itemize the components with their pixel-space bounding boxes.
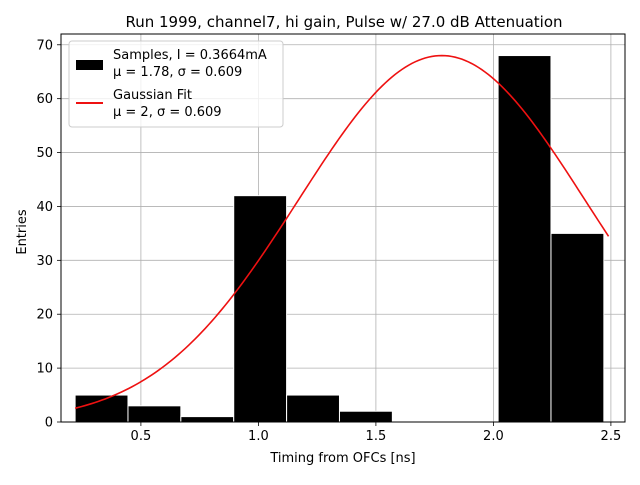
histogram-bar bbox=[550, 232, 605, 423]
y-tick-label: 40 bbox=[36, 200, 53, 215]
histogram-bar bbox=[74, 394, 129, 423]
legend-fit-stats: μ = 2, σ = 0.609 bbox=[113, 105, 222, 120]
histogram-bar bbox=[286, 394, 340, 423]
x-axis-ticks: 0.5 1.0 1.5 2.0 2.5 bbox=[131, 422, 622, 444]
histogram-bar bbox=[127, 405, 182, 423]
plot-frame bbox=[60, 33, 626, 423]
legend-fit-label: Gaussian Fit bbox=[113, 88, 192, 103]
y-tick-label: 0 bbox=[45, 416, 53, 431]
x-tick-label: 0.5 bbox=[131, 429, 152, 444]
y-tick-label: 50 bbox=[36, 146, 53, 161]
y-tick-label: 70 bbox=[36, 38, 53, 53]
gaussian-fit-curve bbox=[74, 54, 610, 409]
histogram-bar bbox=[497, 55, 552, 423]
histogram-bar bbox=[180, 416, 235, 423]
y-axis-ticks: 0 10 20 30 40 50 60 70 bbox=[36, 38, 61, 431]
legend-histogram-stats: μ = 1.78, σ = 0.609 bbox=[113, 65, 242, 80]
gaussian-fit bbox=[74, 54, 610, 409]
x-tick-label: 1.0 bbox=[248, 429, 269, 444]
y-axis-label: Entries bbox=[15, 209, 30, 255]
x-tick-label: 2.0 bbox=[483, 429, 504, 444]
histogram-bars bbox=[74, 55, 605, 423]
legend-box bbox=[68, 40, 284, 128]
legend-histogram-swatch bbox=[76, 60, 103, 70]
legend: Samples, I = 0.3664mA μ = 1.78, σ = 0.60… bbox=[68, 40, 284, 128]
x-tick-label: 2.5 bbox=[601, 429, 622, 444]
y-tick-label: 30 bbox=[36, 254, 53, 269]
x-tick-label: 1.5 bbox=[366, 429, 387, 444]
x-axis-label: Timing from OFCs [ns] bbox=[269, 451, 415, 466]
y-tick-label: 60 bbox=[36, 92, 53, 107]
chart-title: Run 1999, channel7, hi gain, Pulse w/ 27… bbox=[125, 13, 562, 31]
y-tick-label: 20 bbox=[36, 308, 53, 323]
legend-histogram-label: Samples, I = 0.3664mA bbox=[113, 48, 267, 63]
histogram-bar bbox=[338, 410, 393, 423]
y-tick-label: 10 bbox=[36, 362, 53, 377]
